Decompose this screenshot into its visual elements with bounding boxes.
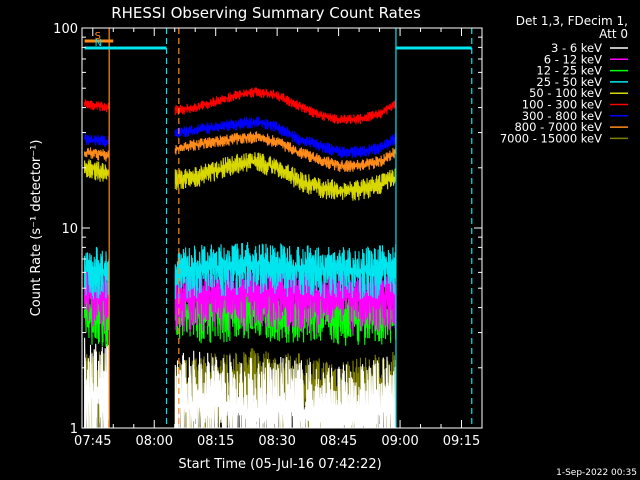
x-tick-label: 07:45 xyxy=(74,434,111,449)
y-tick-label: 1 xyxy=(70,422,78,437)
series-4-line xyxy=(84,152,397,201)
y-tick-label: 10 xyxy=(61,222,78,237)
footer-date: 1-Sep-2022 00:35 xyxy=(556,468,637,478)
y-tick-label: 100 xyxy=(53,22,78,37)
x-tick-label: 09:00 xyxy=(381,434,418,449)
annotations: SN xyxy=(84,28,473,428)
legend-label-5: 100 - 300 keV xyxy=(522,98,602,112)
series-bands xyxy=(84,87,397,429)
x-tick-label: 09:15 xyxy=(443,434,480,449)
legend-label-3: 25 - 50 keV xyxy=(536,75,602,89)
legend-label-4: 50 - 100 keV xyxy=(529,86,602,100)
series-6-line xyxy=(84,116,397,159)
legend-label-6: 300 - 800 keV xyxy=(522,109,602,123)
legend-label-8: 7000 - 15000 keV xyxy=(500,131,602,145)
legend-label-0: 3 - 6 keV xyxy=(551,41,602,55)
x-tick-label: 08:15 xyxy=(197,434,234,449)
legend-header-line-2: Att 0 xyxy=(599,27,628,41)
legend-label-1: 6 - 12 keV xyxy=(544,52,602,66)
y-axis: 1 10 100 xyxy=(53,22,482,437)
legend-label-7: 800 - 7000 keV xyxy=(514,120,602,134)
y-axis-label: Count Rate (s⁻¹ detector⁻¹) xyxy=(29,140,44,317)
x-axis-label: Start Time (05-Jul-16 07:42:22) xyxy=(178,457,381,472)
x-tick-label: 08:30 xyxy=(258,434,295,449)
annotation-label-n: N xyxy=(95,38,102,49)
series-7-line xyxy=(84,131,397,172)
chart-title: RHESSI Observing Summary Count Rates xyxy=(111,4,421,22)
x-axis: 07:45 08:00 08:15 08:30 08:45 09:00 09:15 xyxy=(74,28,483,449)
series-3-line xyxy=(84,242,397,300)
legend-header-line-1: Det 1,3, FDecim 1, xyxy=(516,14,628,28)
series-5-line xyxy=(84,87,397,125)
series-0-line xyxy=(84,337,397,429)
annotation-label-s: S xyxy=(95,31,101,42)
x-tick-label: 08:45 xyxy=(320,434,357,449)
legend-label-2: 12 - 25 keV xyxy=(536,64,602,78)
x-tick-label: 08:00 xyxy=(136,434,173,449)
